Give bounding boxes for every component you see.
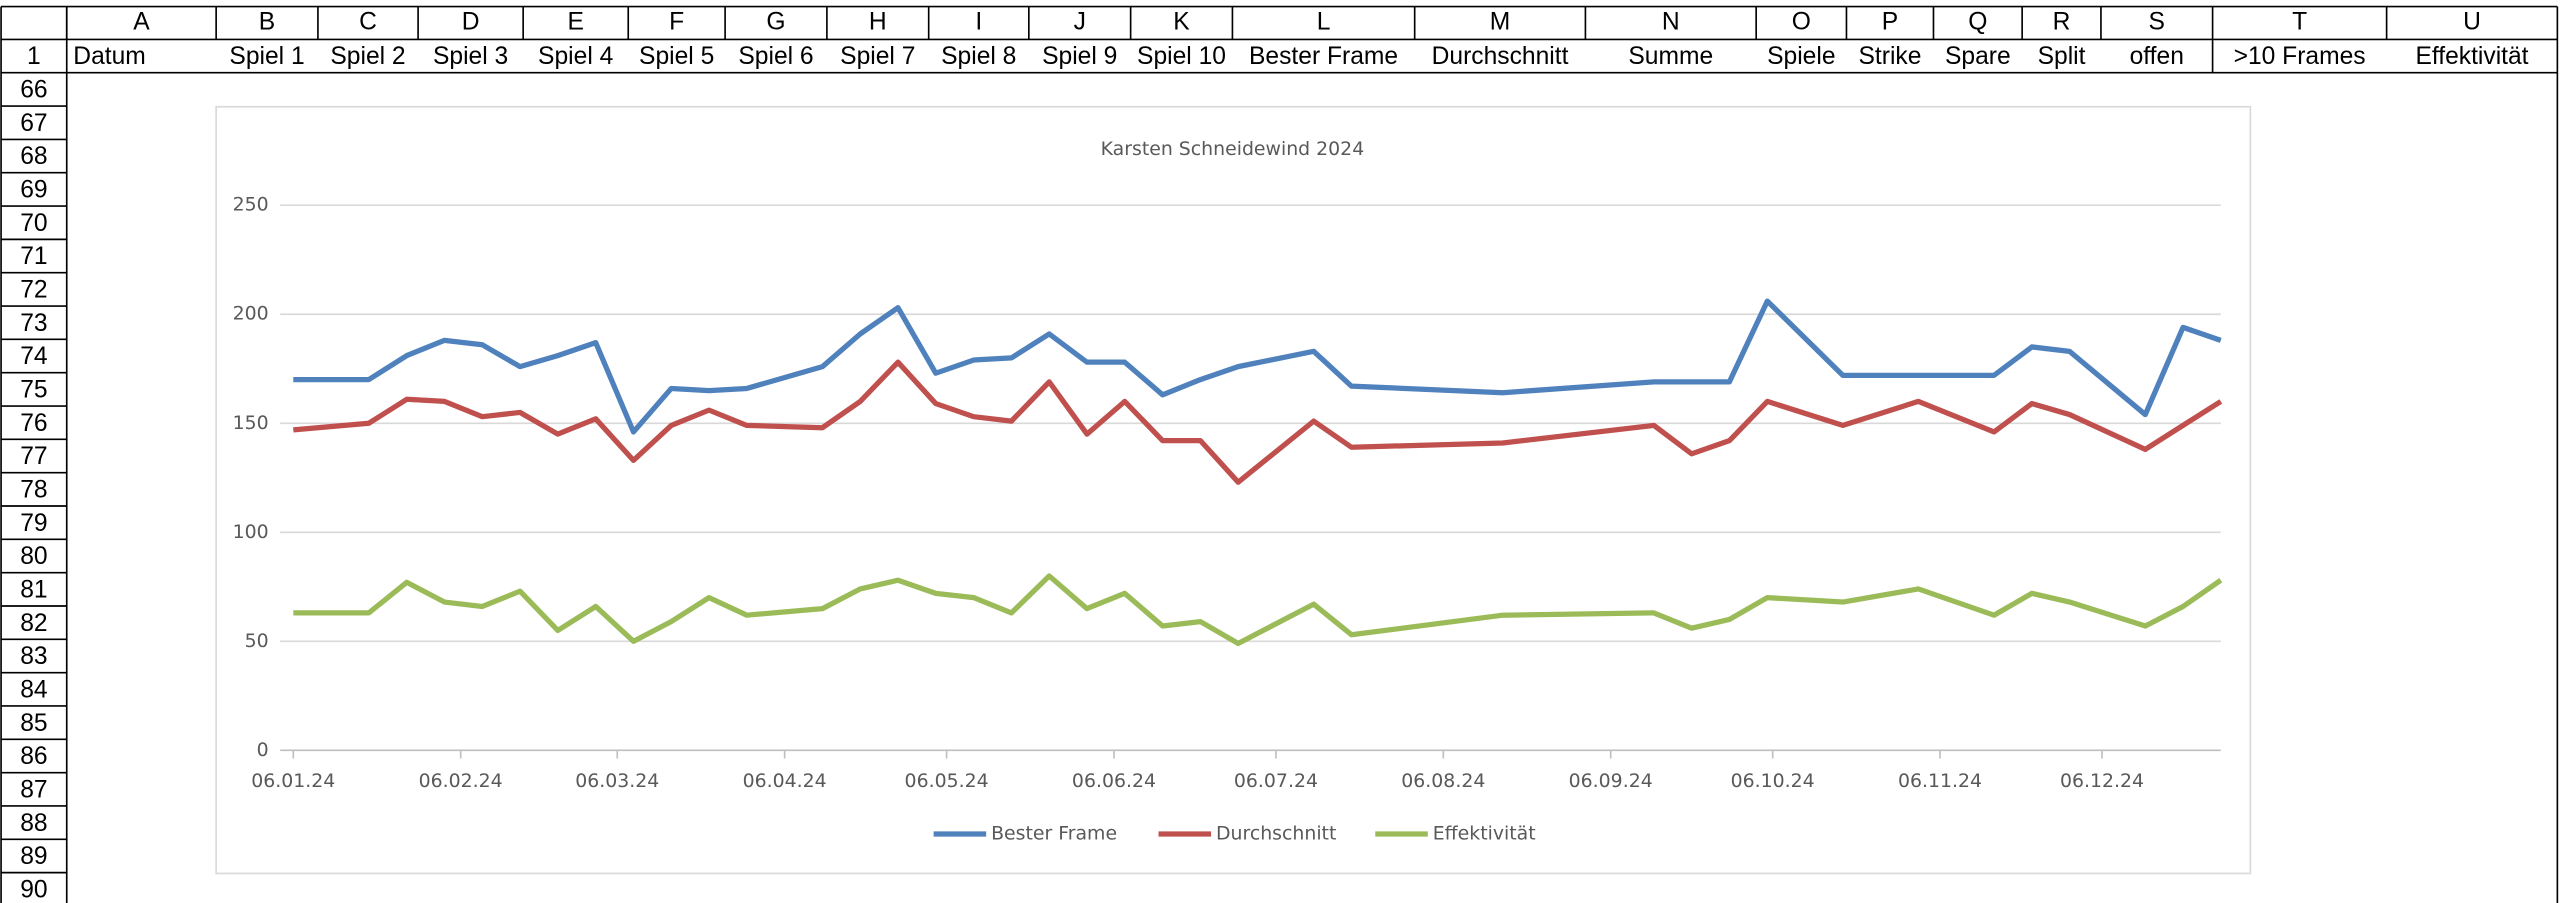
x-tick-label: 06.07.24 bbox=[1234, 770, 1318, 792]
header-cell[interactable]: Spiel 5 bbox=[639, 43, 714, 70]
column-header[interactable]: A bbox=[133, 8, 150, 35]
row-header[interactable]: 87 bbox=[20, 776, 47, 803]
header-cell[interactable]: Spiele bbox=[1767, 43, 1835, 70]
x-tick-label: 06.09.24 bbox=[1569, 770, 1653, 792]
header-cell[interactable]: Summe bbox=[1628, 43, 1713, 70]
row-header[interactable]: 77 bbox=[20, 443, 47, 470]
x-tick-label: 06.05.24 bbox=[905, 770, 989, 792]
x-tick-label: 06.02.24 bbox=[419, 770, 503, 792]
y-tick-label: 50 bbox=[245, 630, 269, 652]
series-line bbox=[293, 359, 2223, 485]
header-cell[interactable]: Spare bbox=[1945, 43, 2011, 70]
header-cell[interactable]: >10 Frames bbox=[2234, 43, 2366, 70]
x-tick-label: 06.08.24 bbox=[1401, 770, 1485, 792]
row-header[interactable]: 86 bbox=[20, 743, 47, 770]
chart-title: Karsten Schneidewind 2024 bbox=[1101, 138, 1365, 160]
header-cell[interactable]: Effektivität bbox=[2415, 43, 2528, 70]
row-header[interactable]: 85 bbox=[20, 710, 47, 737]
row-header[interactable]: 1 bbox=[27, 43, 41, 70]
header-cell[interactable]: offen bbox=[2130, 43, 2184, 70]
column-header[interactable]: S bbox=[2149, 8, 2165, 35]
column-header[interactable]: C bbox=[359, 8, 377, 35]
y-tick-label: 0 bbox=[257, 739, 269, 761]
column-header[interactable]: I bbox=[975, 8, 982, 35]
row-header[interactable]: 83 bbox=[20, 643, 47, 670]
row-header[interactable]: 74 bbox=[20, 343, 47, 370]
row-header[interactable]: 80 bbox=[20, 543, 47, 570]
header-cell[interactable]: Spiel 2 bbox=[330, 43, 405, 70]
column-header[interactable]: K bbox=[1173, 8, 1190, 35]
y-tick-label: 250 bbox=[233, 194, 269, 216]
header-cell[interactable]: Spiel 7 bbox=[840, 43, 915, 70]
column-header[interactable]: U bbox=[2463, 8, 2481, 35]
column-header[interactable]: B bbox=[259, 8, 275, 35]
column-header[interactable]: F bbox=[669, 8, 684, 35]
column-header[interactable]: O bbox=[1792, 8, 1811, 35]
row-header[interactable]: 84 bbox=[20, 676, 47, 703]
y-tick-label: 150 bbox=[233, 412, 269, 434]
column-header[interactable]: Q bbox=[1968, 8, 1987, 35]
row-header[interactable]: 90 bbox=[20, 876, 47, 903]
row-header[interactable]: 78 bbox=[20, 476, 47, 503]
series-line bbox=[293, 573, 2223, 647]
column-header[interactable]: R bbox=[2053, 8, 2071, 35]
column-header[interactable]: P bbox=[1882, 8, 1898, 35]
x-tick-label: 06.03.24 bbox=[575, 770, 659, 792]
row-header[interactable]: 71 bbox=[20, 243, 47, 270]
header-cell[interactable]: Datum bbox=[73, 43, 145, 70]
header-cell[interactable]: Spiel 10 bbox=[1137, 43, 1226, 70]
x-tick-label: 06.12.24 bbox=[2060, 770, 2144, 792]
row-header[interactable]: 73 bbox=[20, 310, 47, 337]
y-tick-label: 200 bbox=[233, 303, 269, 325]
x-tick-label: 06.04.24 bbox=[743, 770, 827, 792]
legend-label: Durchschnitt bbox=[1216, 823, 1336, 845]
x-tick-label: 06.01.24 bbox=[251, 770, 335, 792]
row-header[interactable]: 70 bbox=[20, 210, 47, 237]
row-header[interactable]: 75 bbox=[20, 376, 47, 403]
header-cell[interactable]: Durchschnitt bbox=[1432, 43, 1569, 70]
row-header[interactable]: 79 bbox=[20, 510, 47, 537]
column-header[interactable]: T bbox=[2292, 8, 2307, 35]
x-tick-label: 06.10.24 bbox=[1731, 770, 1815, 792]
row-header[interactable]: 68 bbox=[20, 143, 47, 170]
header-cell[interactable]: Split bbox=[2038, 43, 2086, 70]
x-tick-label: 06.11.24 bbox=[1898, 770, 1982, 792]
column-header[interactable]: J bbox=[1074, 8, 1086, 35]
row-header[interactable]: 67 bbox=[20, 110, 47, 137]
header-cell[interactable]: Bester Frame bbox=[1249, 43, 1398, 70]
row-header[interactable]: 89 bbox=[20, 843, 47, 870]
row-header[interactable]: 88 bbox=[20, 810, 47, 837]
header-cell[interactable]: Spiel 1 bbox=[229, 43, 304, 70]
row-header[interactable]: 66 bbox=[20, 77, 47, 104]
header-cell[interactable]: Strike bbox=[1859, 43, 1922, 70]
column-header[interactable]: N bbox=[1662, 8, 1680, 35]
row-header[interactable]: 76 bbox=[20, 410, 47, 437]
legend-label: Bester Frame bbox=[991, 823, 1117, 845]
header-cell[interactable]: Spiel 3 bbox=[433, 43, 508, 70]
series-line bbox=[293, 298, 2222, 435]
column-header[interactable]: D bbox=[462, 8, 480, 35]
row-header[interactable]: 72 bbox=[20, 277, 47, 304]
column-header[interactable]: H bbox=[869, 8, 887, 35]
column-header[interactable]: E bbox=[567, 8, 583, 35]
column-header[interactable]: G bbox=[766, 8, 785, 35]
chart-area[interactable] bbox=[215, 105, 2252, 875]
row-header[interactable]: 82 bbox=[20, 610, 47, 637]
column-header[interactable]: M bbox=[1490, 8, 1511, 35]
header-cell[interactable]: Spiel 6 bbox=[738, 43, 813, 70]
header-cell[interactable]: Spiel 4 bbox=[538, 43, 613, 70]
y-tick-label: 100 bbox=[233, 521, 269, 543]
row-header[interactable]: 81 bbox=[20, 576, 47, 603]
column-header[interactable]: L bbox=[1317, 8, 1331, 35]
row-header[interactable]: 69 bbox=[20, 177, 47, 204]
x-tick-label: 06.06.24 bbox=[1072, 770, 1156, 792]
header-cell[interactable]: Spiel 9 bbox=[1042, 43, 1117, 70]
header-cell[interactable]: Spiel 8 bbox=[941, 43, 1016, 70]
legend-label: Effektivität bbox=[1433, 823, 1536, 845]
